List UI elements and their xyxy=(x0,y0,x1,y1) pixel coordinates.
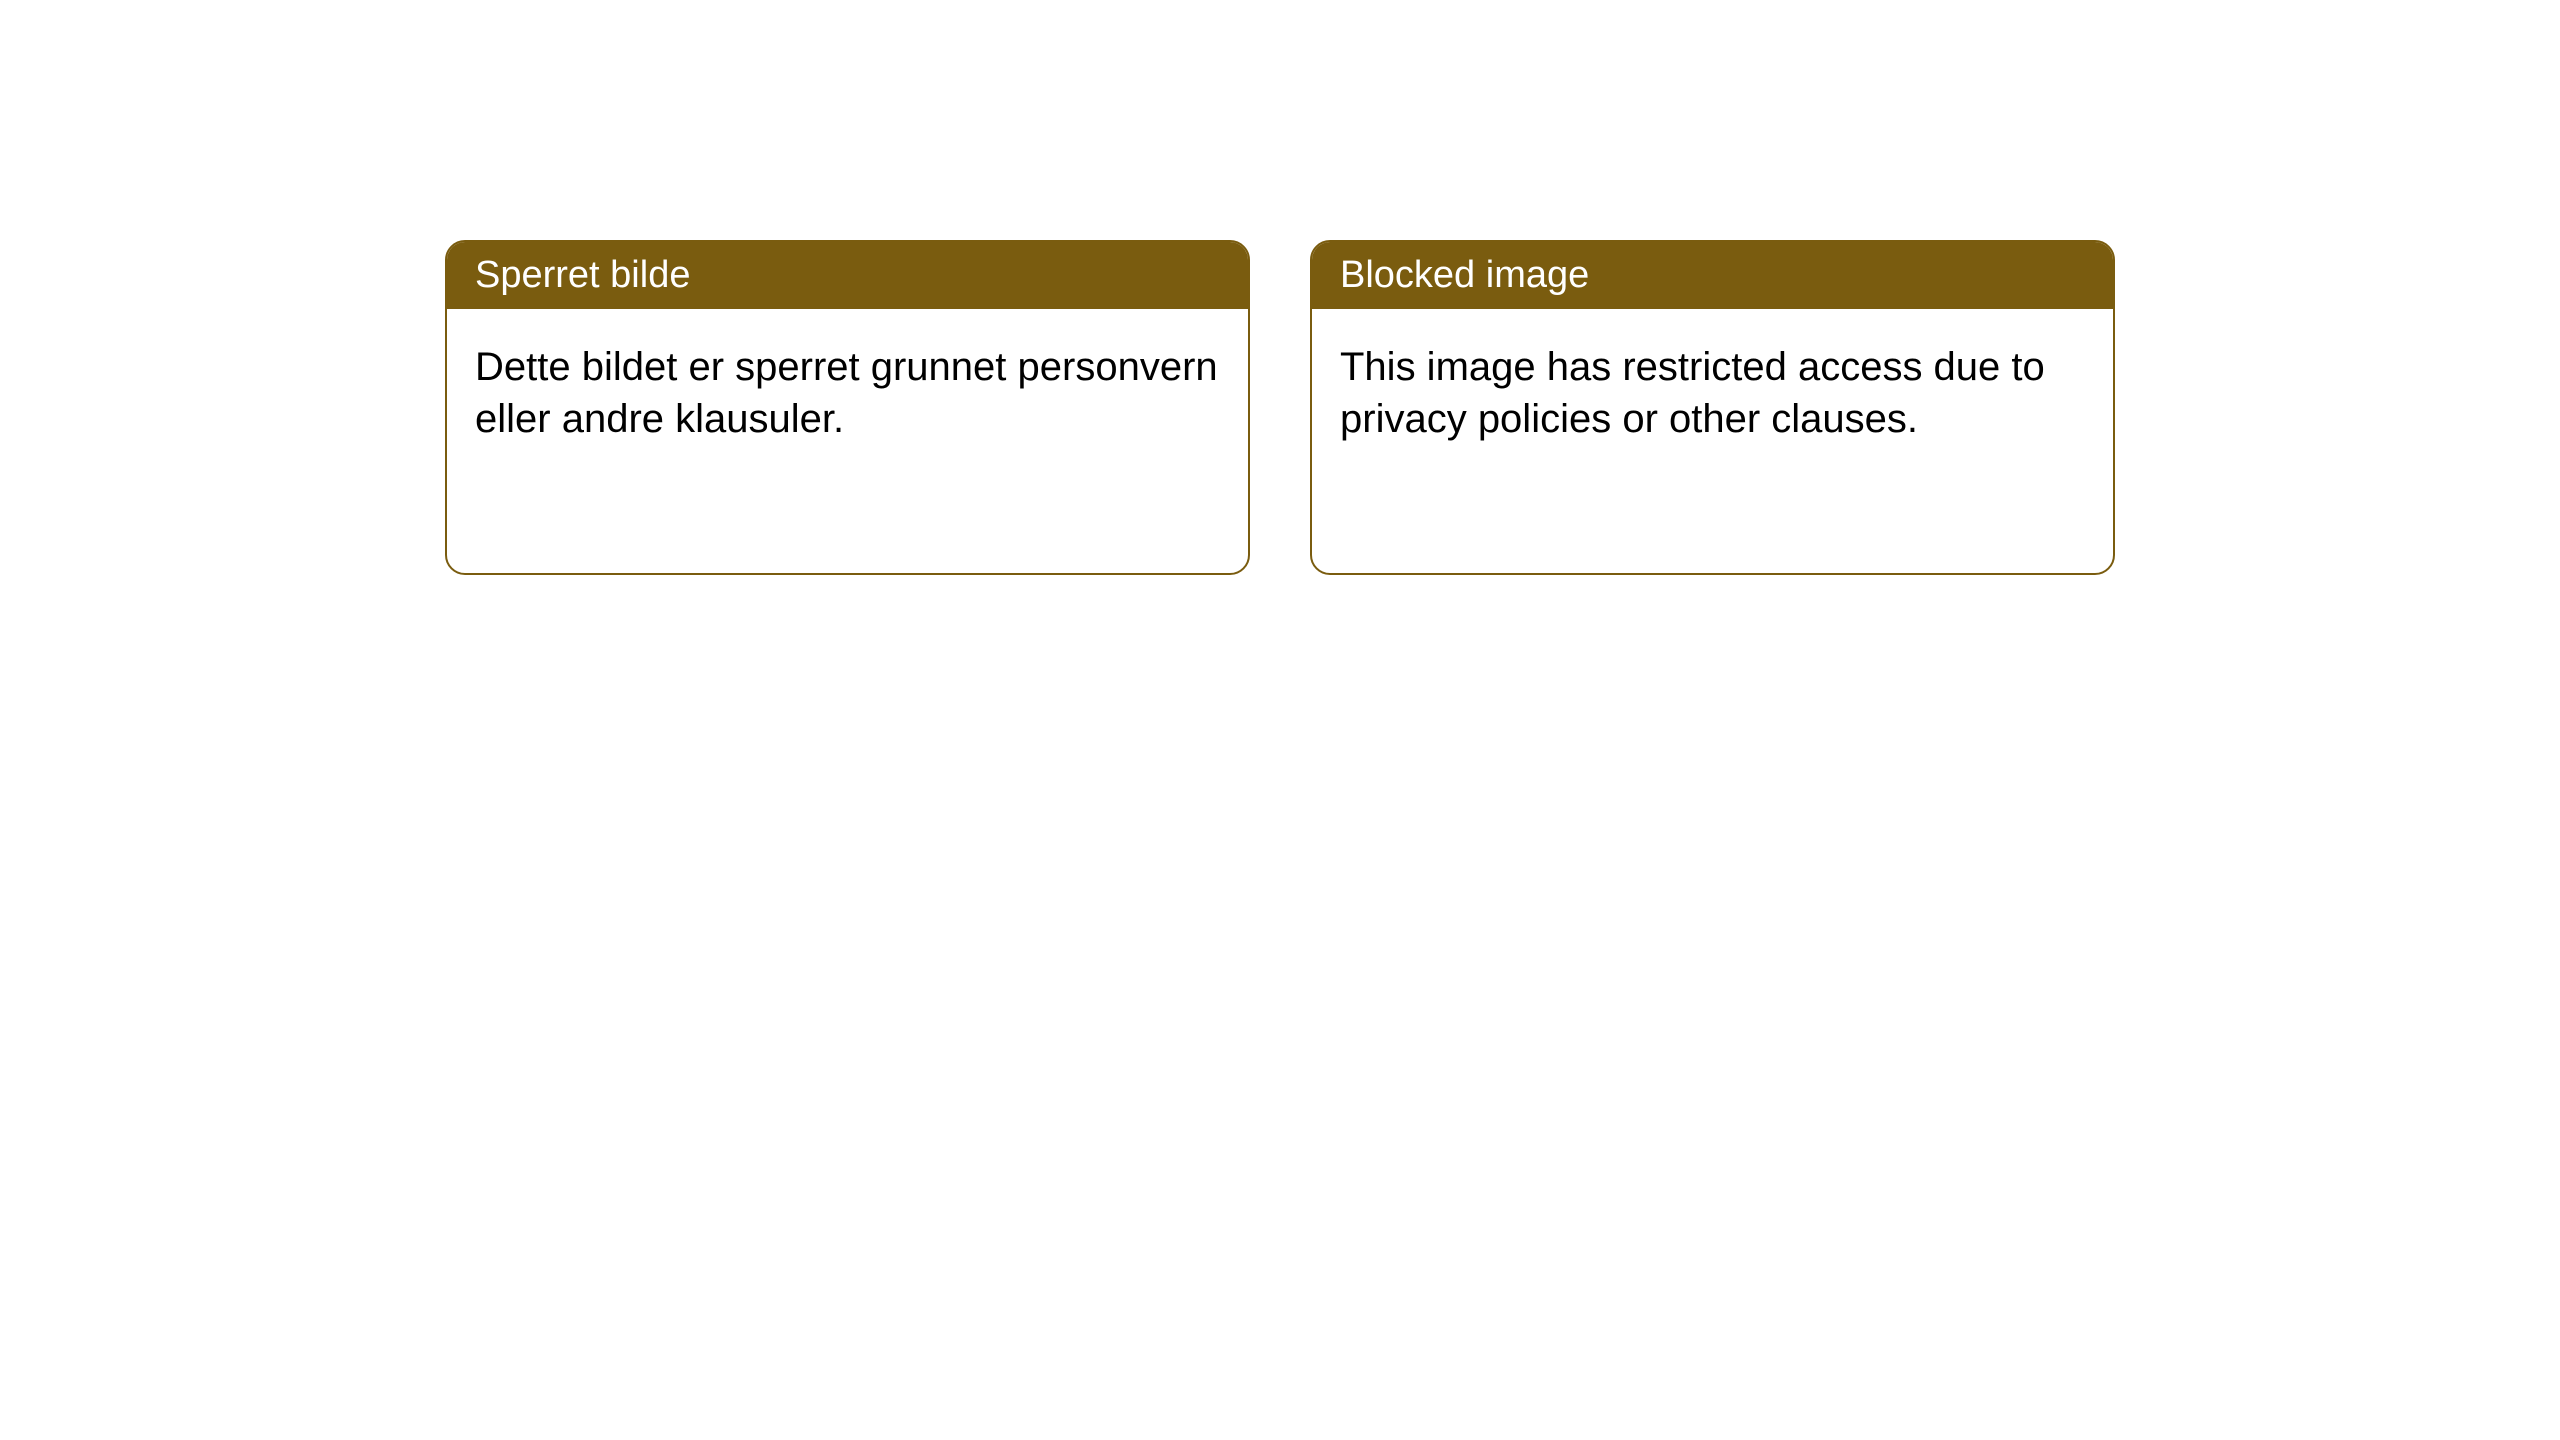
card-title-english: Blocked image xyxy=(1340,254,1589,296)
card-message-english: This image has restricted access due to … xyxy=(1340,345,2045,441)
blocked-image-card-english: Blocked image This image has restricted … xyxy=(1310,240,2115,575)
card-title-norwegian: Sperret bilde xyxy=(475,254,690,296)
card-body-norwegian: Dette bildet er sperret grunnet personve… xyxy=(447,309,1248,477)
blocked-image-card-norwegian: Sperret bilde Dette bildet er sperret gr… xyxy=(445,240,1250,575)
card-header-norwegian: Sperret bilde xyxy=(447,242,1248,309)
card-body-english: This image has restricted access due to … xyxy=(1312,309,2113,477)
notice-container: Sperret bilde Dette bildet er sperret gr… xyxy=(0,0,2560,575)
card-header-english: Blocked image xyxy=(1312,242,2113,309)
card-message-norwegian: Dette bildet er sperret grunnet personve… xyxy=(475,345,1218,441)
